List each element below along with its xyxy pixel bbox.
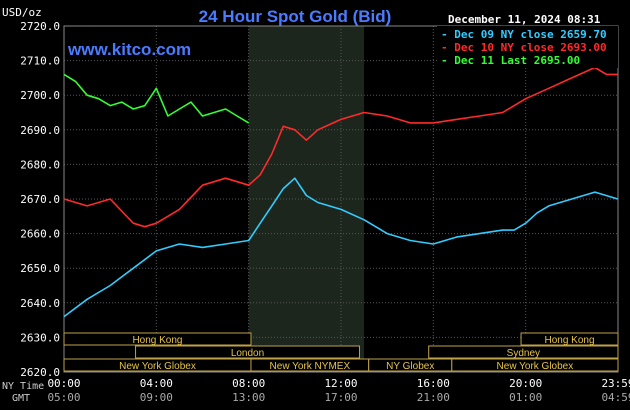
session-bar	[451, 358, 619, 372]
y-tick-label: 2640.0	[20, 297, 60, 310]
session-label: New York NYMEX	[270, 361, 351, 372]
y-tick-label: 2660.0	[20, 228, 60, 241]
series-line-0	[63, 177, 619, 318]
gmt-label: GMT	[12, 393, 30, 404]
legend-entry-1: - Dec 10 NY close 2693.00	[441, 41, 607, 54]
x-tick-label-gmt: 01:00	[509, 391, 542, 404]
ny-session-shading	[248, 26, 365, 372]
y-tick-label: 2700.0	[20, 89, 60, 102]
x-tick-label-gmt: 21:00	[417, 391, 450, 404]
legend-entry-0: - Dec 09 NY close 2659.70	[441, 28, 607, 41]
x-tick-label-gmt: 17:00	[324, 391, 357, 404]
x-tick-label-gmt: 04:59	[601, 391, 630, 404]
x-tick-label-ny: 23:59	[601, 377, 630, 390]
y-tick-label: 2710.0	[20, 55, 60, 68]
x-tick-label-gmt: 09:00	[140, 391, 173, 404]
legend-entry-2: - Dec 11 Last 2695.00	[441, 54, 580, 67]
session-bar	[428, 345, 619, 359]
y-tick-label: 2620.0	[20, 366, 60, 379]
session-bar	[520, 332, 619, 346]
y-tick-label: 2670.0	[20, 193, 60, 206]
session-label: Sydney	[507, 348, 540, 359]
legend-box	[437, 26, 618, 68]
x-tick-label-ny: 04:00	[140, 377, 173, 390]
y-tick-label: 2630.0	[20, 331, 60, 344]
y-tick-label: 2680.0	[20, 158, 60, 171]
session-bar	[63, 332, 252, 346]
watermark: www.kitco.com	[67, 40, 191, 59]
timestamp: December 11, 2024 08:31	[448, 13, 601, 26]
y-tick-label: 2690.0	[20, 124, 60, 137]
session-label: Hong Kong	[132, 335, 182, 346]
unit-label: USD/oz	[2, 6, 42, 19]
y-tick-label: 2650.0	[20, 262, 60, 275]
x-tick-label-ny: 20:00	[509, 377, 542, 390]
ny-time-label: NY Time	[2, 381, 44, 392]
series-group	[63, 66, 619, 318]
series-line-2	[63, 73, 250, 124]
y-axis: 2720.0 2710.0 2700.0 2690.0 2680.0 2670.0 2660…	[20, 20, 60, 379]
session-label: Hong Kong	[545, 335, 595, 346]
session-label: New York Globex	[497, 361, 574, 372]
series-line-1	[63, 66, 618, 228]
legend: - Dec 09 NY close 2659.70- Dec 10 NY clo…	[437, 26, 618, 68]
y-tick-label: 2720.0	[20, 20, 60, 33]
trading-sessions: Hong Kong Hong Kong London Sydney New York G…	[63, 332, 619, 372]
chart-title: 24 Hour Spot Gold (Bid)	[199, 7, 392, 26]
x-tick-label-gmt: 13:00	[232, 391, 265, 404]
x-tick-label-ny: 00:00	[47, 377, 80, 390]
session-label: NY Globex	[386, 361, 434, 372]
x-tick-label-ny: 16:00	[417, 377, 450, 390]
x-tick-label-ny: 08:00	[232, 377, 265, 390]
x-tick-label-gmt: 05:00	[47, 391, 80, 404]
session-bar	[135, 345, 360, 359]
session-label: London	[231, 348, 264, 359]
x-tick-label-ny: 12:00	[324, 377, 357, 390]
session-label: New York Globex	[119, 361, 196, 372]
